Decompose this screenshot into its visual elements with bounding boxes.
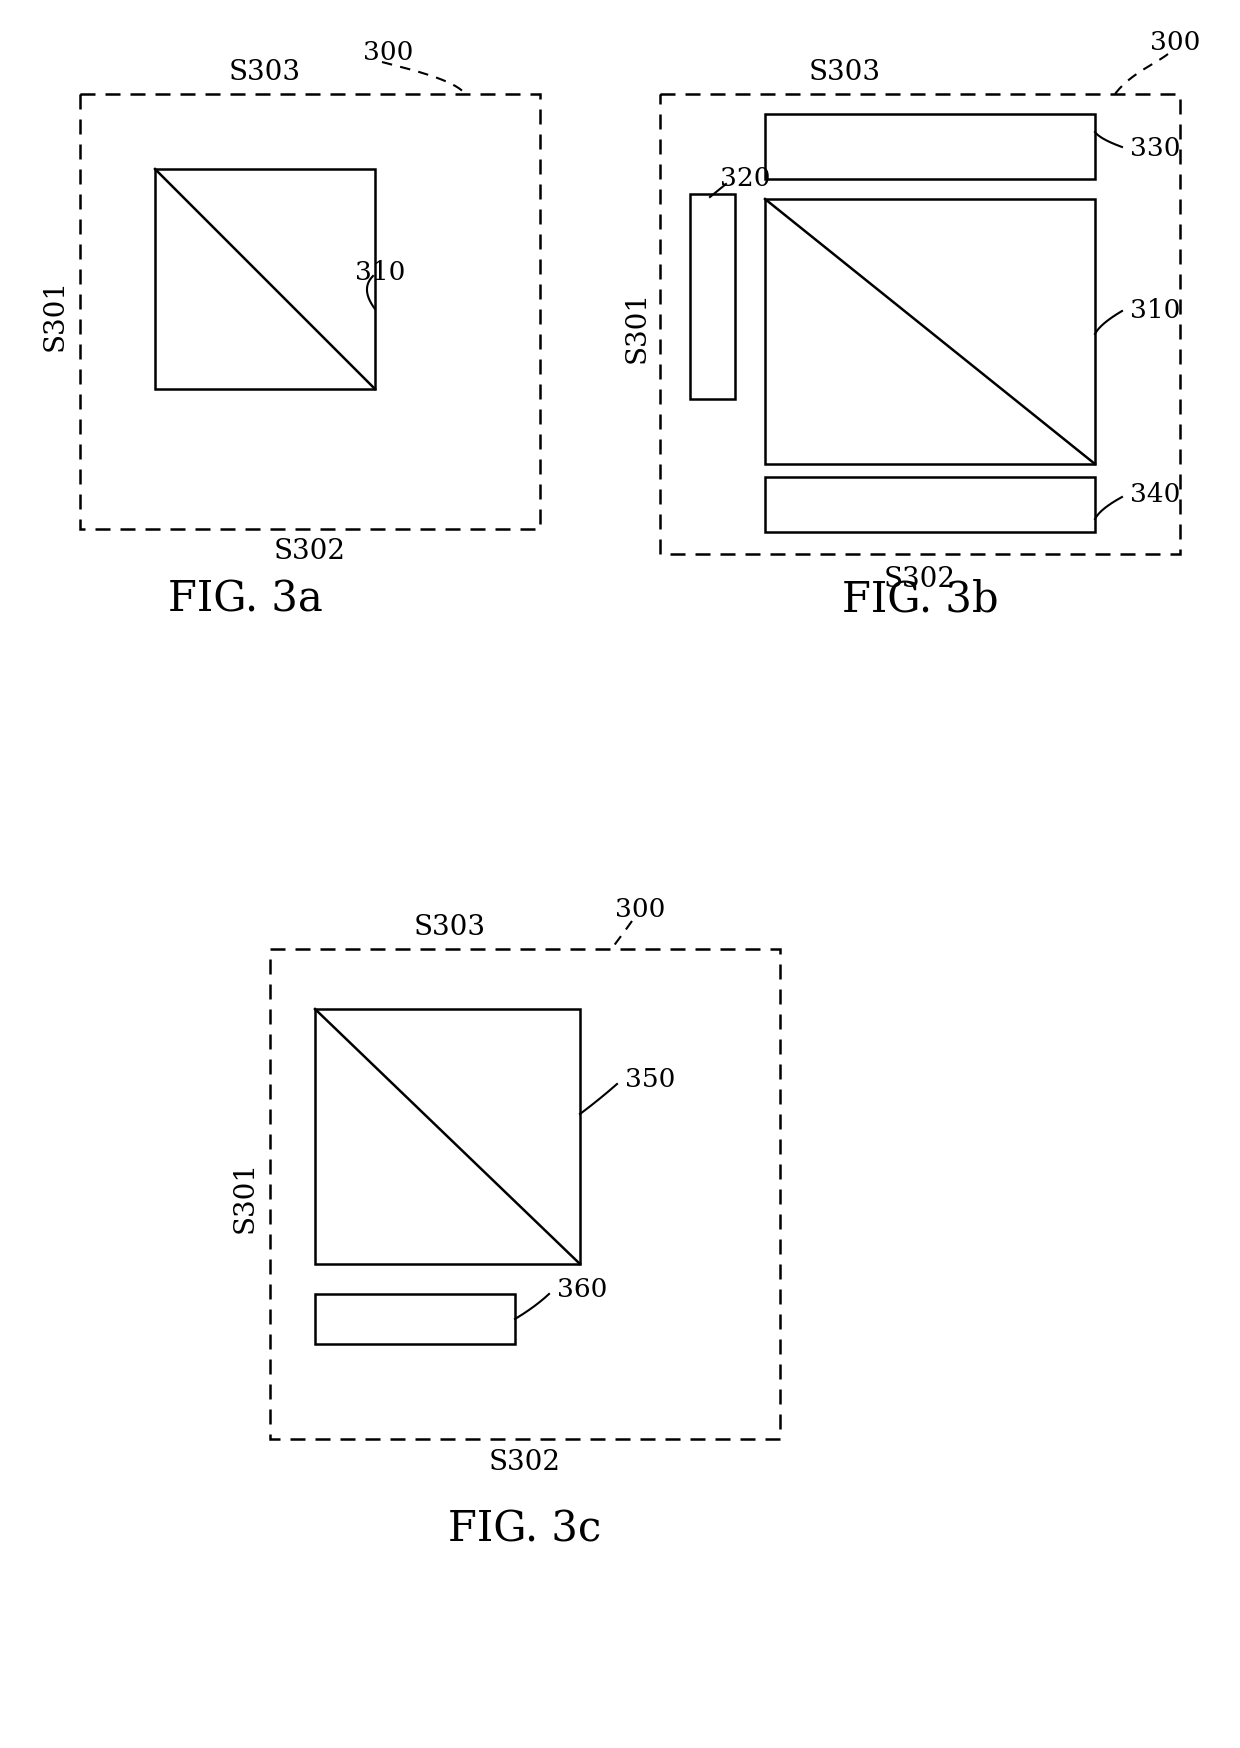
Bar — [81, 94, 539, 530]
Bar — [660, 94, 1180, 554]
Text: 350: 350 — [625, 1066, 676, 1092]
Text: S301: S301 — [232, 1161, 258, 1232]
Text: S301: S301 — [624, 290, 651, 364]
Bar — [765, 115, 1095, 180]
Text: 310: 310 — [1130, 297, 1180, 322]
Text: FIG. 3a: FIG. 3a — [167, 579, 322, 621]
Text: S302: S302 — [489, 1449, 560, 1475]
Bar — [315, 1009, 580, 1264]
Bar — [689, 194, 735, 400]
Text: S302: S302 — [274, 538, 346, 565]
Bar — [270, 949, 780, 1439]
Text: 360: 360 — [557, 1276, 608, 1302]
Text: 330: 330 — [1130, 135, 1180, 161]
Text: 300: 300 — [1149, 30, 1200, 54]
Text: 310: 310 — [355, 259, 405, 285]
Text: 320: 320 — [720, 166, 770, 191]
Text: S303: S303 — [229, 59, 301, 86]
Text: S301: S301 — [41, 278, 68, 351]
Text: S302: S302 — [884, 566, 956, 593]
Bar — [155, 170, 374, 390]
Text: 340: 340 — [1130, 482, 1180, 507]
Text: FIG. 3c: FIG. 3c — [449, 1509, 601, 1550]
Text: S303: S303 — [414, 914, 486, 940]
Text: S303: S303 — [808, 59, 880, 86]
Bar — [765, 477, 1095, 533]
Bar — [765, 199, 1095, 465]
Text: FIG. 3b: FIG. 3b — [842, 579, 998, 621]
Bar — [315, 1294, 515, 1344]
Text: 300: 300 — [615, 897, 665, 921]
Text: 300: 300 — [363, 40, 413, 65]
